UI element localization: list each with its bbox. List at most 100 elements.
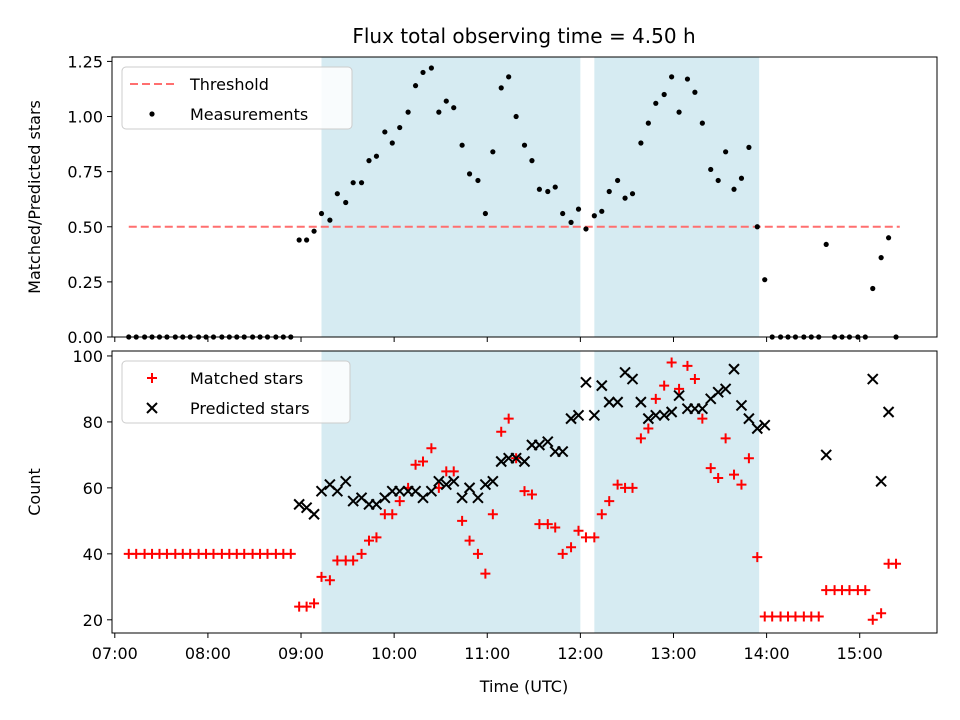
data-point (565, 412, 577, 425)
data-point (566, 542, 577, 553)
data-point (650, 393, 661, 404)
data-point (490, 149, 496, 155)
data-point (417, 492, 429, 504)
y-tick-label: 40 (83, 545, 103, 564)
data-point (448, 466, 459, 477)
y-tick-label: 0.75 (67, 163, 103, 182)
data-point (309, 598, 320, 609)
data-point (370, 498, 383, 511)
data-point (316, 571, 327, 582)
data-point (131, 548, 142, 559)
data-point (708, 166, 714, 173)
data-point (324, 575, 335, 586)
data-point (642, 412, 655, 425)
data-point (331, 485, 344, 497)
data-point (743, 412, 755, 425)
data-point (533, 439, 546, 451)
data-point (542, 519, 553, 530)
data-point (844, 585, 855, 596)
data-point (661, 91, 667, 98)
y-tick-label: 1.00 (67, 108, 103, 127)
data-point (394, 485, 406, 497)
data-point (208, 548, 219, 559)
observing-interval-shade (594, 57, 760, 337)
data-point (534, 519, 545, 530)
data-point (754, 224, 760, 230)
data-point (743, 453, 754, 464)
data-point (627, 482, 638, 493)
data-point (673, 389, 685, 402)
data-point (239, 548, 250, 559)
x-tick-label: 08:00 (185, 644, 231, 663)
data-point (327, 217, 333, 223)
data-point (682, 360, 693, 371)
x-tick-label: 15:00 (837, 644, 883, 663)
data-point (588, 409, 601, 422)
data-point (426, 443, 437, 454)
data-point (635, 433, 646, 444)
data-point (626, 373, 639, 385)
data-point (440, 478, 452, 491)
data-point (387, 509, 398, 520)
data-point (568, 219, 574, 225)
observing-interval-shade (321, 57, 581, 337)
data-point (676, 109, 682, 115)
data-point (510, 452, 522, 464)
data-point (420, 69, 426, 76)
data-point (397, 124, 403, 131)
data-point (666, 357, 677, 368)
data-point (870, 285, 876, 292)
data-point (293, 498, 305, 511)
legend-box (121, 66, 353, 130)
data-point (891, 558, 902, 569)
data-point (529, 158, 535, 164)
data-point (457, 515, 468, 526)
data-point (751, 422, 763, 435)
data-point (572, 409, 585, 422)
data-point (596, 379, 608, 392)
data-point (752, 552, 763, 563)
data-point (659, 380, 670, 391)
data-point (719, 383, 732, 395)
y-tick-label: 60 (83, 479, 103, 498)
data-point (622, 195, 628, 201)
x-tick-label: 11:00 (464, 644, 510, 663)
data-point (479, 478, 492, 491)
data-point (712, 386, 724, 398)
data-point (705, 463, 716, 474)
data-point (536, 186, 542, 192)
data-point (629, 191, 636, 197)
data-point (340, 475, 352, 487)
data-point (611, 396, 624, 408)
data-point (821, 585, 832, 596)
data-point (161, 548, 172, 559)
y-tick-label: 100 (72, 347, 103, 366)
data-point (334, 191, 340, 197)
data-point (638, 140, 644, 146)
data-point (746, 144, 752, 150)
data-point (692, 89, 698, 95)
data-point (615, 177, 621, 184)
data-point (723, 149, 729, 155)
data-point (496, 426, 507, 437)
data-point (731, 186, 737, 192)
axes-frame (111, 350, 938, 634)
data-point (552, 184, 558, 190)
data-point (575, 206, 582, 212)
data-point (389, 140, 395, 146)
data-point (262, 548, 273, 559)
data-point (762, 277, 768, 283)
data-point (738, 175, 745, 181)
data-point (728, 363, 740, 375)
data-point (296, 237, 302, 243)
data-point (650, 409, 662, 422)
chart-title: Flux total observing time = 4.50 h (352, 24, 695, 48)
data-point (645, 120, 651, 126)
data-point (308, 508, 320, 520)
data-point (665, 406, 678, 418)
x-tick-label: 07:00 (92, 644, 138, 663)
data-point (301, 601, 312, 612)
data-point (405, 109, 411, 115)
data-point (412, 83, 419, 89)
